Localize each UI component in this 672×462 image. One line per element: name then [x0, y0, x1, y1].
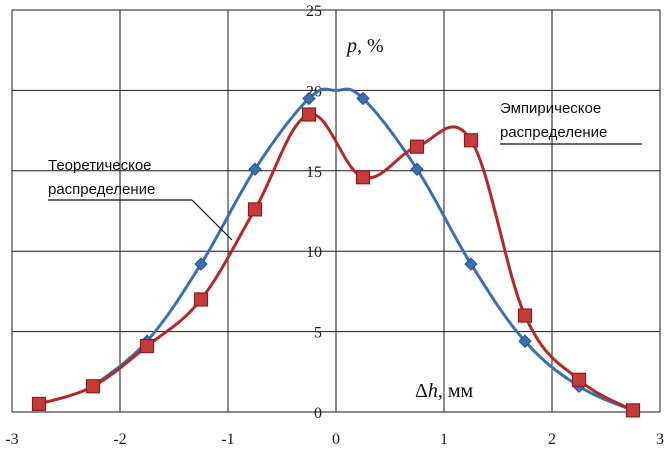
empirical-label-line1: Эмпирическое	[500, 100, 601, 117]
x-tick-label: -1	[221, 431, 234, 448]
theoretical-label-line2: распределение	[48, 181, 155, 198]
empirical-marker	[355, 170, 371, 185]
y-tick-label: 25	[306, 3, 322, 20]
x-tick-label: 3	[656, 431, 664, 448]
empirical-marker	[409, 139, 425, 154]
theoretical-marker	[410, 162, 424, 176]
empirical-marker	[139, 338, 155, 354]
empirical-marker	[193, 292, 209, 307]
empirical-marker	[517, 308, 533, 323]
theoretical-marker	[464, 257, 478, 271]
empirical-label-line2: распределение	[500, 124, 607, 141]
empirical-marker	[247, 202, 263, 217]
x-axis-ticks: -3 -2 -1 0 1 2 3	[5, 431, 664, 448]
empirical-marker	[571, 372, 587, 387]
y-tick-label: 15	[306, 164, 322, 181]
theoretical-annotation: Теоретическое распределение	[48, 157, 233, 241]
empirical-marker	[463, 133, 479, 148]
x-tick-label: -3	[5, 431, 18, 448]
y-tick-label: 5	[314, 325, 322, 342]
empirical-marker	[85, 379, 101, 394]
theoretical-label-line1: Теоретическое	[48, 157, 152, 174]
x-tick-label: 0	[332, 431, 340, 448]
empirical-annotation: Эмпирическое распределение	[500, 100, 642, 145]
y-axis-title: p, %	[345, 35, 384, 57]
theoretical-marker	[248, 162, 262, 176]
grid	[11, 9, 661, 413]
x-tick-label: -2	[113, 431, 126, 448]
y-tick-label: 10	[306, 244, 322, 261]
theoretical-marker	[518, 334, 532, 348]
empirical-marker	[301, 107, 317, 122]
y-tick-label: 0	[314, 405, 322, 422]
x-tick-label: 1	[440, 431, 448, 448]
theoretical-marker	[356, 91, 370, 106]
theoretical-marker	[194, 257, 208, 271]
theoretical-leader-line	[191, 199, 233, 241]
x-axis-title: Δh, мм	[415, 380, 474, 402]
empirical-marker	[625, 403, 641, 418]
empirical-marker	[31, 396, 47, 412]
series-markers	[31, 91, 641, 418]
x-tick-label: 2	[548, 431, 556, 448]
theoretical-marker	[302, 91, 316, 106]
